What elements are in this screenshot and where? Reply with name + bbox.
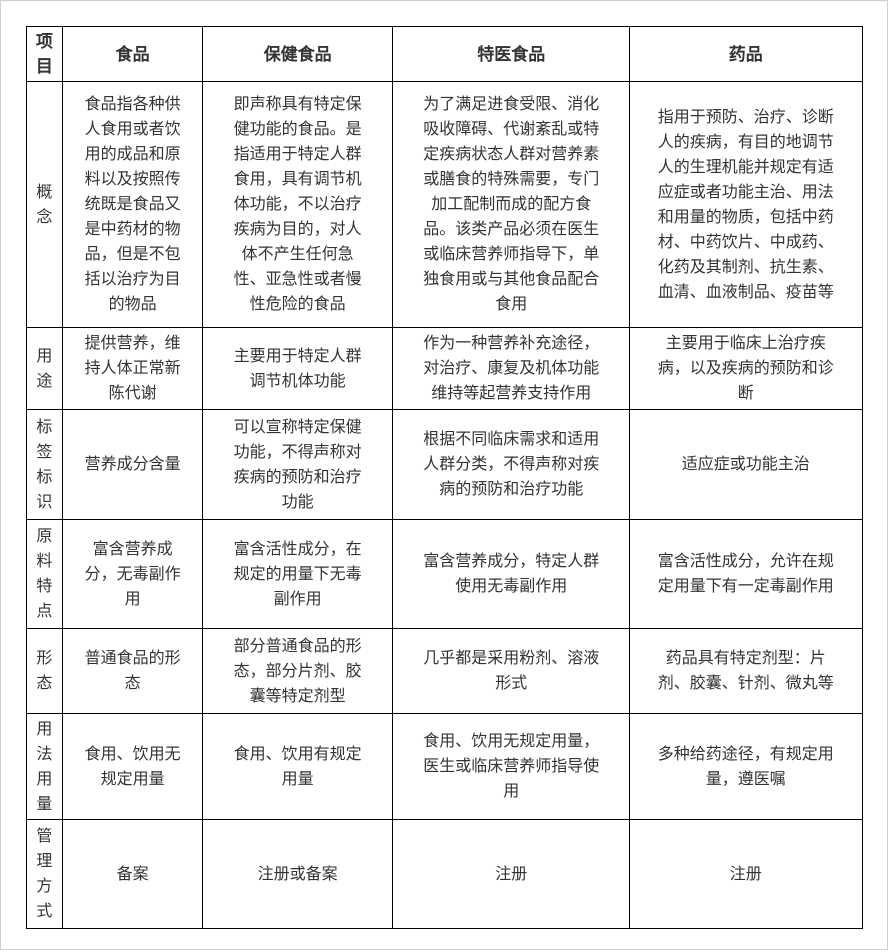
cell-dosage-food: 食用、饮用无规定用量 bbox=[62, 713, 203, 820]
cell-ingredients-drug: 富含活性成分，允许在规定用量下有一定毒副作用 bbox=[629, 519, 863, 629]
row-label-use: 用途 bbox=[25, 327, 64, 410]
cell-labeling-food: 营养成分含量 bbox=[62, 409, 203, 520]
cell-dosage-drug: 多种给药途径，有规定用量，遵医嘱 bbox=[629, 713, 863, 820]
column-header-drug: 药品 bbox=[629, 26, 863, 82]
row-label-labeling: 标签标识 bbox=[25, 409, 64, 520]
cell-form-health: 部分普通食品的形态，部分片剂、胶囊等特定剂型 bbox=[201, 628, 394, 714]
row-label-dosage: 用法用量 bbox=[25, 713, 64, 820]
column-header-health-food: 保健食品 bbox=[201, 26, 394, 82]
cell-labeling-fsmp: 根据不同临床需求和适用人群分类，不得声称对疾病的预防和治疗功能 bbox=[392, 409, 631, 520]
row-label-ingredients: 原料特点 bbox=[25, 519, 64, 629]
cell-use-drug: 主要用于临床上治疗疾病，以及疾病的预防和诊断 bbox=[629, 327, 863, 410]
cell-form-fsmp: 几乎都是采用粉剂、溶液形式 bbox=[392, 628, 631, 714]
row-label-form: 形态 bbox=[25, 628, 64, 714]
column-header-fsmp: 特医食品 bbox=[392, 26, 631, 82]
corner-header-label: 项目 bbox=[35, 32, 53, 76]
table-row-label: 标签标识 营养成分含量 可以宣称特定保健功能，不得声称对疾病的预防和治疗功能 根… bbox=[25, 409, 863, 520]
cell-ingredients-fsmp: 富含营养成分，特定人群使用无毒副作用 bbox=[392, 519, 631, 629]
cell-concept-fsmp: 为了满足进食受限、消化吸收障碍、代谢紊乱或特定疾病状态人群对营养素或膳食的特殊需… bbox=[392, 81, 631, 328]
table-row-use: 用途 提供营养，维持人体正常新陈代谢 主要用于特定人群调节机体功能 作为一种营养… bbox=[25, 327, 863, 410]
cell-ingredients-food: 富含营养成分，无毒副作用 bbox=[62, 519, 203, 629]
cell-regulation-fsmp: 注册 bbox=[392, 819, 631, 929]
cell-concept-food: 食品指各种供人食用或者饮用的成品和原料以及按照传统既是食品又是中药材的物品，但是… bbox=[62, 81, 203, 328]
table-row-concept: 概念 食品指各种供人食用或者饮用的成品和原料以及按照传统既是食品又是中药材的物品… bbox=[25, 81, 863, 328]
corner-header: 项目 bbox=[25, 26, 64, 82]
column-header-food: 食品 bbox=[62, 26, 203, 82]
cell-concept-health: 即声称具有特定保健功能的食品。是指适用于特定人群食用，具有调节机体功能，不以治疗… bbox=[201, 81, 394, 328]
table-row-dosage: 用法用量 食用、饮用无规定用量 食用、饮用有规定用量 食用、饮用无规定用量，医生… bbox=[25, 713, 863, 820]
row-label-regulation: 管理方式 bbox=[25, 819, 64, 929]
header-row: 项目 食品 保健食品 特医食品 药品 bbox=[25, 26, 863, 82]
cell-labeling-health: 可以宣称特定保健功能，不得声称对疾病的预防和治疗功能 bbox=[201, 409, 394, 520]
table-row-ingredients: 原料特点 富含营养成分，无毒副作用 富含活性成分，在规定的用量下无毒副作用 富含… bbox=[25, 519, 863, 629]
cell-regulation-health: 注册或备案 bbox=[201, 819, 394, 929]
cell-regulation-drug: 注册 bbox=[629, 819, 863, 929]
cell-dosage-fsmp: 食用、饮用无规定用量，医生或临床营养师指导使用 bbox=[392, 713, 631, 820]
cell-use-health: 主要用于特定人群调节机体功能 bbox=[201, 327, 394, 410]
cell-labeling-drug: 适应症或功能主治 bbox=[629, 409, 863, 520]
row-label-concept: 概念 bbox=[25, 81, 64, 328]
table-row-regulation: 管理方式 备案 注册或备案 注册 注册 bbox=[25, 819, 863, 929]
cell-dosage-health: 食用、饮用有规定用量 bbox=[201, 713, 394, 820]
cell-form-drug: 药品具有特定剂型：片剂、胶囊、针剂、微丸等 bbox=[629, 628, 863, 714]
table-row-form: 形态 普通食品的形态 部分普通食品的形态，部分片剂、胶囊等特定剂型 几乎都是采用… bbox=[25, 628, 863, 714]
cell-use-food: 提供营养，维持人体正常新陈代谢 bbox=[62, 327, 203, 410]
cell-regulation-food: 备案 bbox=[62, 819, 203, 929]
cell-concept-drug: 指用于预防、治疗、诊断人的疾病，有目的地调节人的生理机能并规定有适应症或者功能主… bbox=[629, 81, 863, 328]
comparison-table: 项目 食品 保健食品 特医食品 药品 概念 食品指各种供人食用或者饮用的成品和原… bbox=[25, 26, 863, 929]
cell-use-fsmp: 作为一种营养补充途径，对治疗、康复及机体功能维持等起营养支持作用 bbox=[392, 327, 631, 410]
cell-form-food: 普通食品的形态 bbox=[62, 628, 203, 714]
cell-ingredients-health: 富含活性成分，在规定的用量下无毒副作用 bbox=[201, 519, 394, 629]
